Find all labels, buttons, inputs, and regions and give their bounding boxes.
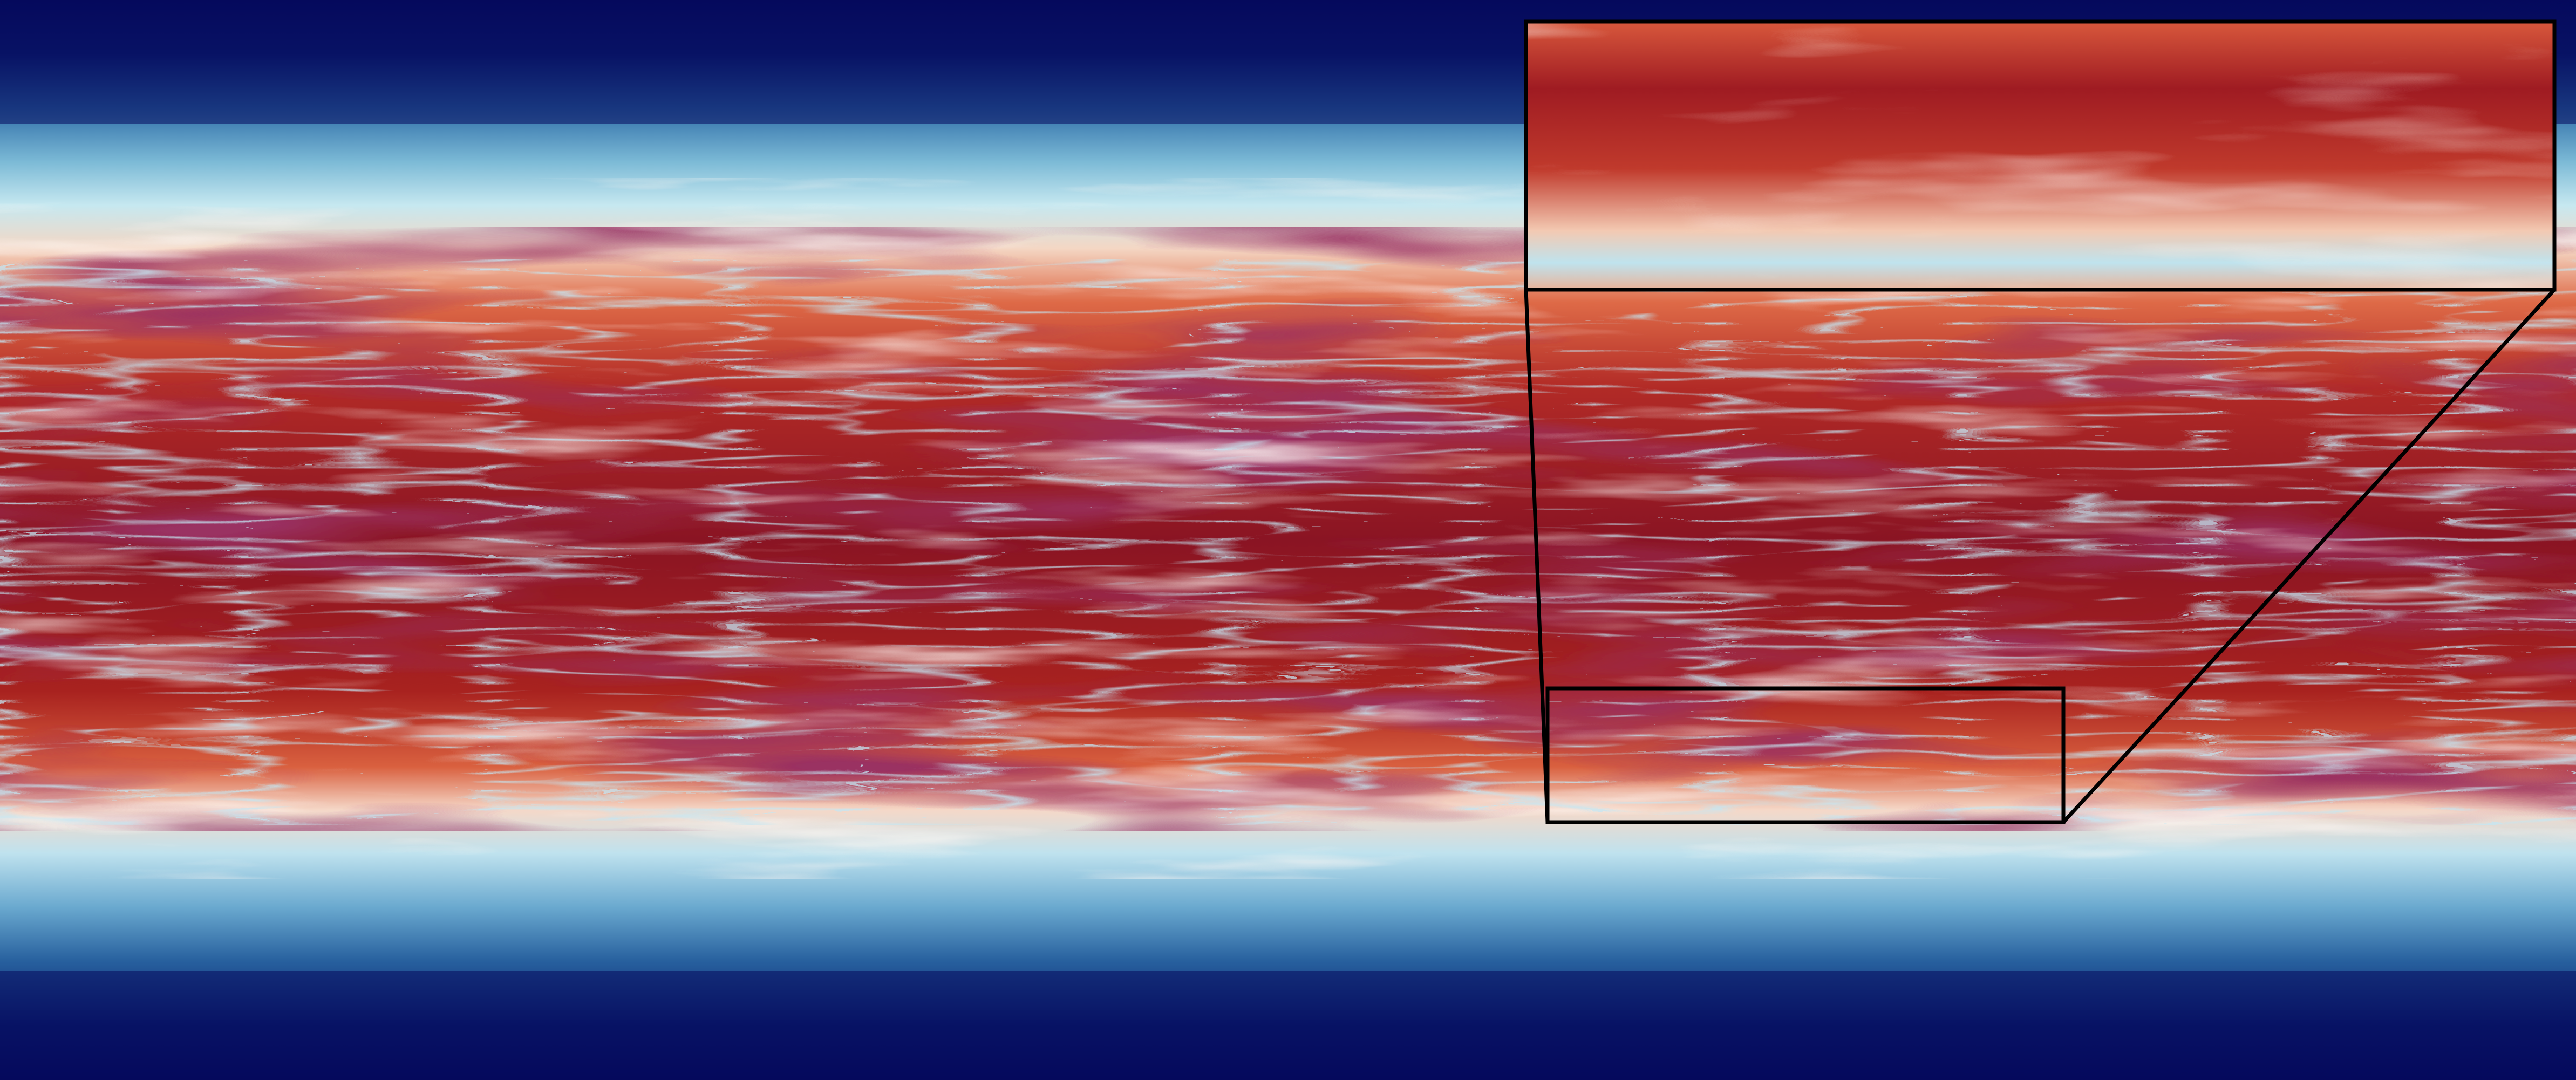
blue-threads bbox=[0, 259, 2576, 825]
connector-left bbox=[1524, 289, 1550, 823]
inset-texture bbox=[1526, 22, 2554, 290]
inset-frame bbox=[1524, 19, 2557, 292]
inset-panel bbox=[1524, 19, 2557, 292]
zoom-annotation bbox=[1524, 288, 2556, 824]
bottom-edge-shade bbox=[0, 971, 2576, 1080]
zoom-source-box bbox=[1545, 686, 2066, 824]
connector-right bbox=[2062, 288, 2556, 824]
